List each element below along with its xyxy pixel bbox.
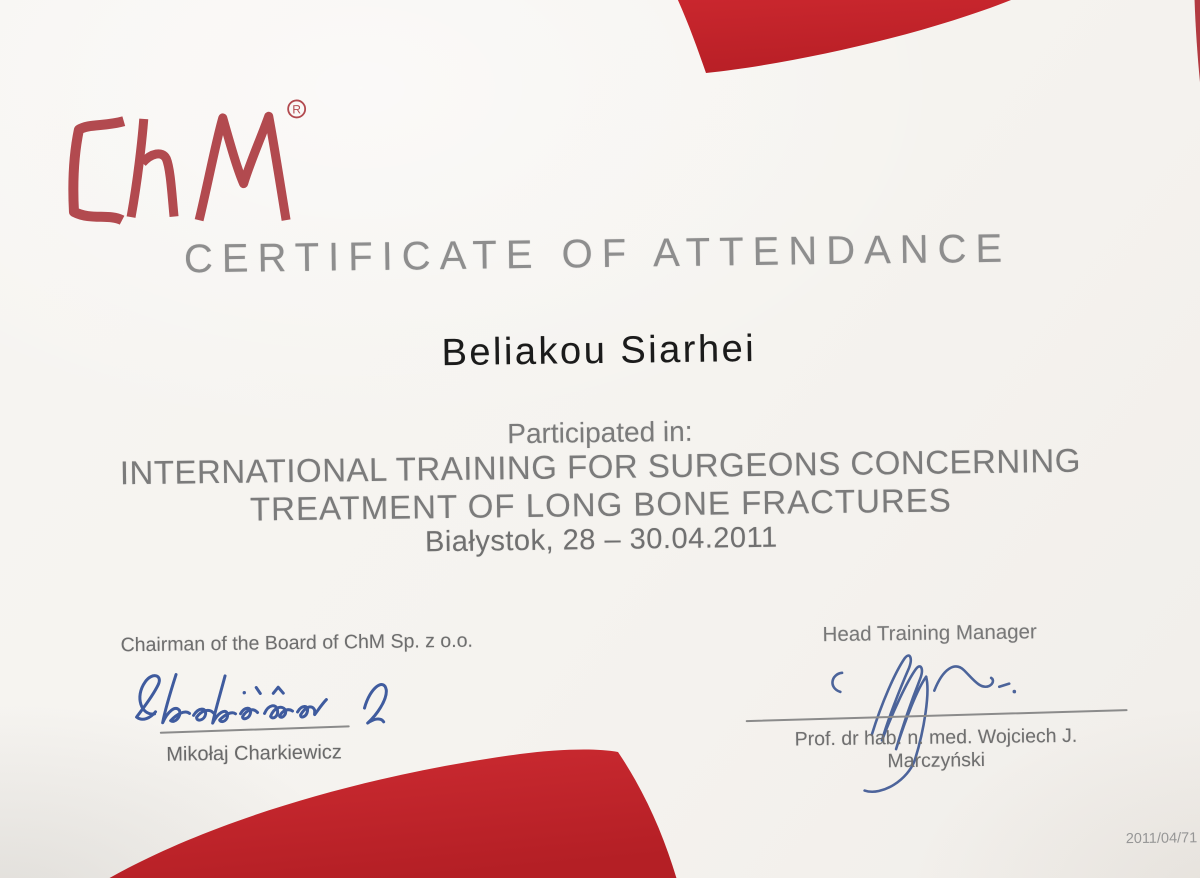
left-signatory-role: Chairman of the Board of ChM Sp. z o.o.	[120, 629, 474, 657]
recipient-name: Beliakou Siarhei	[441, 327, 757, 375]
bottom-red-shape	[109, 749, 677, 878]
top-right-red-shape	[677, 0, 1011, 73]
chm-logo: ChM R	[66, 99, 318, 242]
left-signatory-name: Mikołaj Charkiewicz	[166, 741, 343, 766]
document-number: 2011/04/71	[1125, 830, 1198, 848]
right-signatory-name: Prof. dr hab. n. med. Wojciech J. Marczy…	[794, 724, 1078, 773]
left-signature-ink	[135, 673, 388, 725]
registered-trademark-icon: R	[287, 99, 307, 119]
svg-text:R: R	[292, 102, 301, 116]
top-right-edge-red-sliver	[1194, 0, 1200, 83]
right-signature-ink	[831, 654, 1017, 793]
chm-logo-icon: R	[68, 99, 307, 225]
